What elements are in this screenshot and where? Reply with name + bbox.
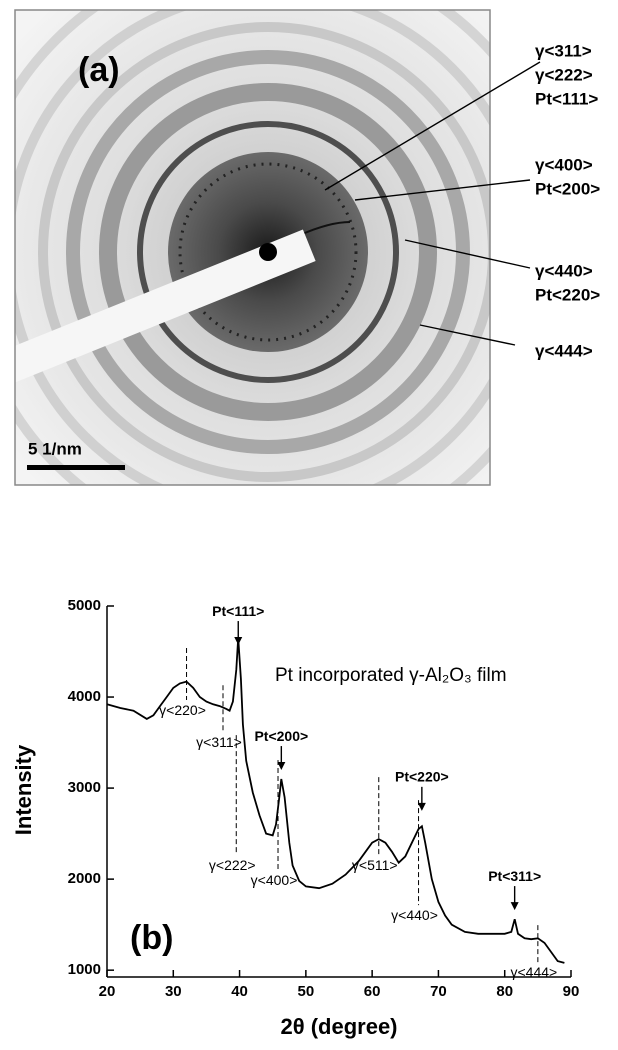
peak-label: Pt<111>	[212, 603, 264, 619]
x-tick-label: 60	[364, 983, 381, 1000]
y-axis-title: Intensity	[11, 744, 36, 835]
x-tick-label: 50	[298, 983, 315, 1000]
x-tick-label: 70	[430, 983, 447, 1000]
y-tick-label: 3000	[68, 779, 101, 796]
peak-label: Pt<200>	[254, 728, 308, 744]
gamma-marker-label: γ<444>	[510, 964, 557, 980]
peak-arrow-head	[417, 802, 426, 811]
ring-label: γ<222>	[535, 65, 593, 84]
ring-label: γ<444>	[535, 341, 593, 360]
gamma-marker-label: γ<311>	[196, 734, 242, 750]
gamma-marker-label: γ<400>	[251, 872, 298, 888]
peak-arrow-head	[234, 637, 243, 646]
scale-bar-label: 5 1/nm	[28, 439, 82, 458]
x-tick-label: 30	[165, 983, 182, 1000]
y-tick-label: 4000	[68, 688, 101, 705]
x-axis-title: 2θ (degree)	[280, 1014, 397, 1039]
peak-label: Pt<311>	[488, 868, 541, 884]
ring-label: Pt<111>	[535, 89, 598, 108]
x-tick-label: 80	[496, 983, 513, 1000]
gamma-marker-label: γ<222>	[209, 857, 256, 873]
ring-label: Pt<200>	[535, 179, 600, 198]
y-tick-label: 1000	[68, 961, 101, 978]
peak-label: Pt<220>	[395, 769, 449, 785]
x-tick-label: 20	[99, 983, 116, 1000]
y-tick-label: 5000	[68, 597, 101, 614]
peak-arrow-head	[277, 762, 286, 771]
annotation: Pt incorporated γ-Al₂O₃ film	[275, 665, 507, 686]
y-tick-label: 2000	[68, 870, 101, 887]
ring-label: Pt<220>	[535, 285, 600, 304]
panel-label: (b)	[130, 919, 173, 957]
ring-label: γ<311>	[535, 41, 592, 60]
gamma-marker-label: γ<220>	[159, 702, 206, 718]
gamma-marker-label: γ<511>	[352, 857, 398, 873]
peak-arrow-head	[510, 902, 519, 911]
gamma-marker-label: γ<440>	[391, 907, 438, 923]
diffraction-image	[15, 10, 490, 485]
ring-label: γ<440>	[535, 261, 593, 280]
x-tick-label: 90	[563, 983, 580, 1000]
ring-label: γ<400>	[535, 155, 593, 174]
x-tick-label: 40	[231, 983, 248, 1000]
panel-label: (a)	[78, 51, 120, 89]
data-line	[106, 637, 565, 964]
